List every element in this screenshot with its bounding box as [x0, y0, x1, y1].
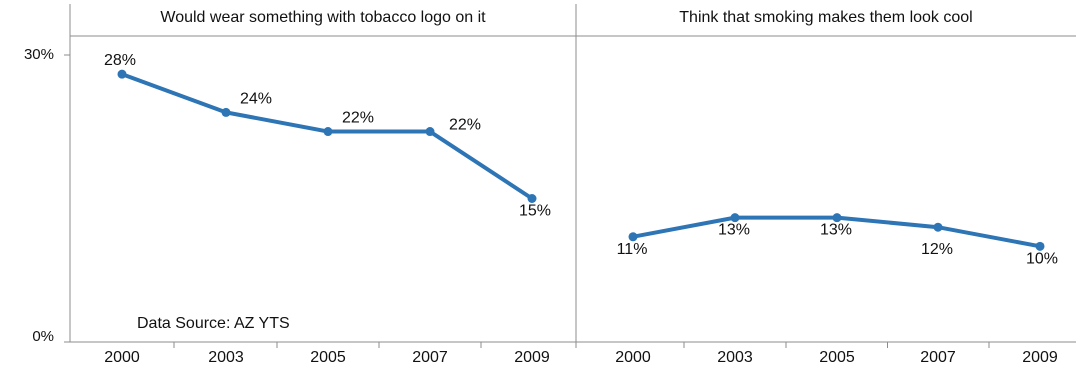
series-line [120, 72, 534, 201]
data-point [117, 69, 127, 79]
data-point [323, 127, 333, 137]
data-label: 15% [519, 203, 551, 220]
data-source-note: Data Source: AZ YTS [137, 315, 290, 332]
data-point [933, 222, 943, 232]
data-label: 22% [449, 117, 481, 134]
x-tick-label: 2003 [208, 349, 244, 366]
x-tick-label: 2007 [920, 349, 956, 366]
x-tick-label: 2005 [310, 349, 346, 366]
data-point [527, 194, 537, 203]
data-point [628, 232, 638, 242]
x-tick-label: 2005 [819, 349, 855, 366]
x-tick-label: 2007 [412, 349, 448, 366]
y-tick-label: 0% [32, 328, 54, 345]
x-tick-label: 2000 [104, 349, 140, 366]
data-label: 12% [921, 241, 953, 258]
panel-title: Would wear something with tobacco logo o… [160, 9, 486, 26]
data-label: 24% [240, 90, 272, 107]
y-tick-label: 30% [24, 46, 54, 63]
data-label: 11% [617, 241, 648, 258]
data-label: 28% [104, 52, 136, 69]
data-point [221, 107, 231, 117]
x-tick-label: 2003 [717, 349, 753, 366]
data-label: 22% [342, 110, 374, 127]
x-tick-label: 2000 [615, 349, 651, 366]
data-label: 13% [820, 222, 852, 239]
data-label: 13% [718, 222, 750, 239]
data-point [1035, 241, 1045, 251]
x-tick-label: 2009 [1022, 349, 1058, 366]
data-point [730, 213, 740, 223]
x-tick-label: 2009 [514, 349, 550, 366]
data-point [425, 127, 435, 137]
data-point [832, 213, 842, 223]
data-label: 10% [1026, 250, 1058, 267]
panel-title: Think that smoking makes them look cool [679, 9, 972, 26]
